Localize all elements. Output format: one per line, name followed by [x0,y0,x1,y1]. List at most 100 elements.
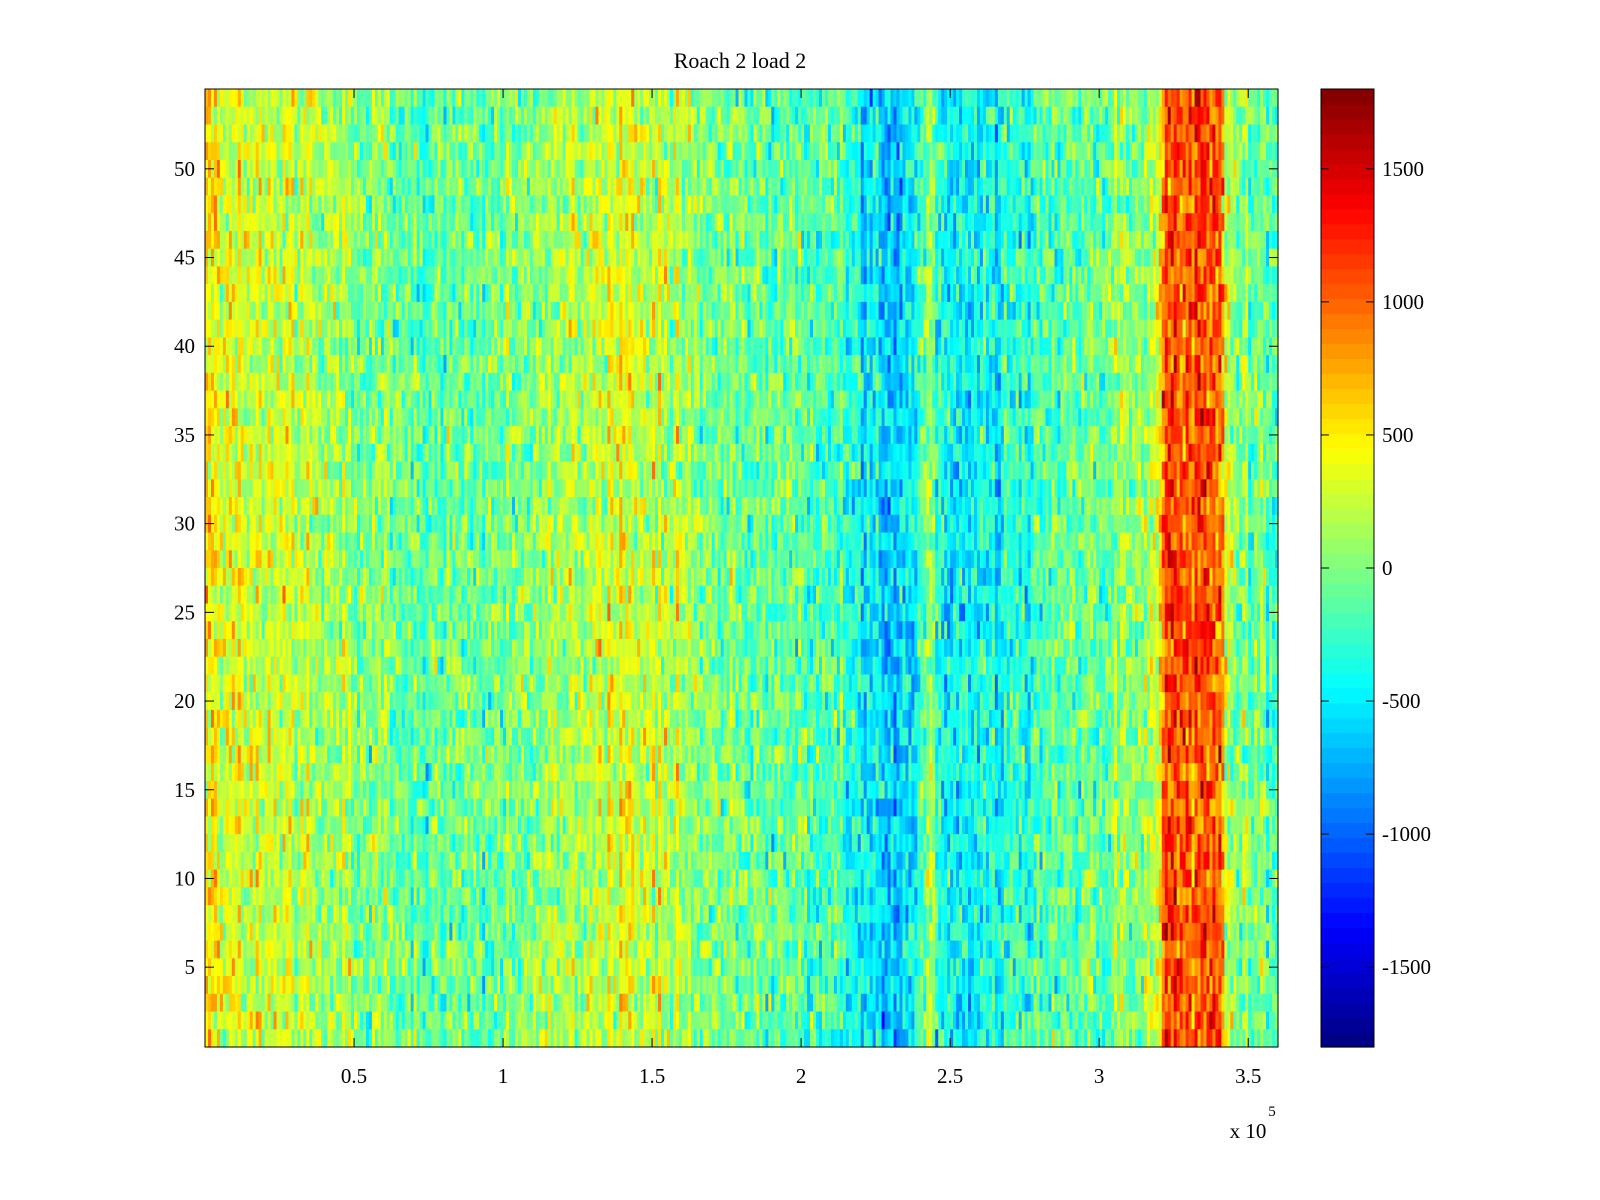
heatmap-cell [357,603,361,622]
heatmap-cell [246,159,251,179]
heatmap-cell [440,585,445,605]
heatmap-cell [345,230,349,250]
heatmap-cell [330,355,334,374]
heatmap-cell [413,993,418,1013]
heatmap-cell [449,266,453,285]
heatmap-cell [348,656,352,676]
heatmap-cell [401,763,406,782]
heatmap-cell [297,248,301,268]
heatmap-cell [303,159,307,179]
heatmap-cell [210,106,215,126]
heatmap-cell [354,372,358,392]
heatmap-cell [464,905,468,924]
heatmap-cell [225,266,230,285]
heatmap-cell [345,89,349,108]
heatmap-cell [258,106,263,126]
heatmap-cell [282,940,287,959]
heatmap-cell [407,621,412,640]
heatmap-cell [354,638,358,658]
heatmap-cell [395,372,400,392]
heatmap-cell [294,177,298,197]
heatmap-cell [467,958,471,977]
heatmap-cell [398,621,403,640]
heatmap-cell [213,621,218,640]
heatmap-cell [234,319,239,338]
heatmap-cell [449,337,453,356]
heatmap-cell [255,426,260,445]
heatmap-cell [246,922,251,942]
heatmap-cell [219,993,224,1013]
heatmap-cell [270,976,275,995]
heatmap-cell [237,638,242,658]
heatmap-cell [315,940,319,959]
heatmap-cell [431,532,436,551]
heatmap-cell [264,89,269,108]
heatmap-cell [464,940,468,959]
heatmap-cell [264,532,269,551]
heatmap-cell [431,638,436,658]
heatmap-cell [330,195,334,214]
heatmap-cell [216,958,221,977]
heatmap-cell [336,621,340,640]
heatmap-cell [261,497,266,516]
heatmap-cell [348,585,352,605]
heatmap-cell [467,621,471,640]
heatmap-cell [309,816,313,835]
heatmap-cell [437,213,442,232]
heatmap-cell [258,905,263,924]
heatmap-cell [389,301,394,321]
heatmap-cell [264,958,269,977]
heatmap-cell [205,745,209,764]
heatmap-cell [315,585,319,605]
heatmap-cell [306,585,310,605]
heatmap-cell [312,337,316,356]
heatmap-cell [413,1011,418,1030]
heatmap-cell [300,1029,304,1048]
heatmap-cell [222,177,227,197]
heatmap-cell [368,621,373,640]
heatmap-cell [428,390,433,409]
heatmap-cell [419,976,424,995]
heatmap-cell [321,780,325,800]
heatmap-cell [321,638,325,658]
heatmap-cell [216,1011,221,1030]
heatmap-cell [312,1029,316,1048]
heatmap-cell [440,709,445,729]
heatmap-cell [383,355,388,374]
heatmap-cell [383,301,388,321]
heatmap-cell [371,213,376,232]
heatmap-cell [240,443,245,463]
heatmap-cell [312,390,316,409]
heatmap-cell [359,248,364,268]
heatmap-cell [479,195,483,214]
heatmap-cell [222,621,227,640]
heatmap-cell [413,514,418,534]
heatmap-cell [455,621,459,640]
heatmap-cell [371,532,376,551]
heatmap-cell [246,426,251,445]
heatmap-cell [336,674,340,693]
heatmap-cell [207,940,212,959]
heatmap-cell [294,550,298,569]
heatmap-cell [425,869,430,888]
heatmap-cell [428,745,433,764]
heatmap-cell [225,230,230,250]
heatmap-cell [249,993,254,1013]
heatmap-cell [479,248,483,268]
heatmap-cell [362,603,367,622]
heatmap-cell [377,940,382,959]
heatmap-cell [440,621,445,640]
heatmap-cell [222,887,227,906]
heatmap-cell [389,780,394,800]
heatmap-cell [470,89,474,108]
heatmap-cell [380,709,385,729]
heatmap-cell [410,834,415,853]
heatmap-cell [252,727,257,747]
heatmap-cell [354,195,358,214]
heatmap-cell [225,550,230,569]
heatmap-cell [213,887,218,906]
heatmap-cell [476,443,480,463]
heatmap-cell [419,532,424,551]
heatmap-cell [365,621,370,640]
heatmap-cell [437,106,442,126]
